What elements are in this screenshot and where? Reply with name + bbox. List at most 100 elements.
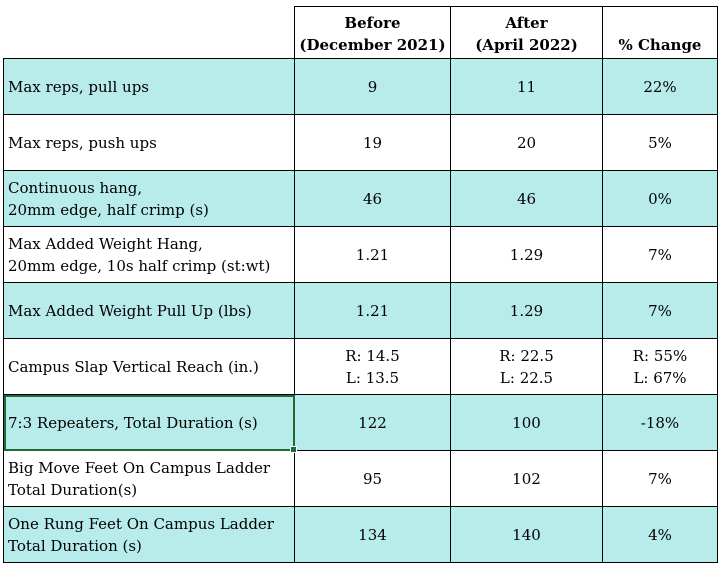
- label-text: Big Move Feet On Campus Ladder: [8, 458, 271, 477]
- change-text: 7%: [648, 469, 672, 488]
- change-cell[interactable]: 4%: [602, 506, 718, 563]
- change-cell[interactable]: 5%: [602, 114, 718, 171]
- after-text: 102: [512, 469, 541, 488]
- header-blank-cell[interactable]: [3, 6, 295, 59]
- before-text: 122: [358, 413, 387, 432]
- label-cell[interactable]: Continuous hang, 20mm edge, half crimp (s…: [3, 170, 295, 227]
- label-text: 20mm edge, half crimp (s): [8, 200, 209, 219]
- change-cell[interactable]: 22%: [602, 58, 718, 115]
- before-cell[interactable]: 95: [294, 450, 451, 507]
- before-text: 9: [367, 77, 378, 96]
- change-text: 22%: [643, 77, 677, 96]
- after-cell[interactable]: R: 22.5 L: 22.5: [450, 338, 603, 395]
- change-text: R: 55%: [632, 346, 688, 365]
- label-text: 20mm edge, 10s half crimp (st:wt): [8, 256, 271, 275]
- label-cell[interactable]: Campus Slap Vertical Reach (in.): [3, 338, 295, 395]
- label-text: One Rung Feet On Campus Ladder: [8, 514, 274, 533]
- change-text: 5%: [648, 133, 672, 152]
- label-cell[interactable]: One Rung Feet On Campus Ladder Total Dura…: [3, 506, 295, 563]
- label-cell[interactable]: Max Added Weight Pull Up (lbs): [3, 282, 295, 339]
- before-text: 1.21: [355, 301, 390, 320]
- after-cell[interactable]: 20: [450, 114, 603, 171]
- before-cell[interactable]: 9: [294, 58, 451, 115]
- before-cell[interactable]: 134: [294, 506, 451, 563]
- header-after-line1: After: [505, 14, 548, 32]
- change-text: 4%: [648, 525, 672, 544]
- before-text: L: 13.5: [345, 368, 400, 387]
- label-cell[interactable]: Max Added Weight Hang, 20mm edge, 10s hal…: [3, 226, 295, 283]
- before-text: R: 14.5: [345, 346, 400, 365]
- change-text: 7%: [648, 301, 672, 320]
- after-text: 46: [516, 189, 537, 208]
- before-text: 134: [358, 525, 387, 544]
- change-cell[interactable]: R: 55% L: 67%: [602, 338, 718, 395]
- table-row: Max Added Weight Pull Up (lbs) 1.21 1.29 7%: [3, 282, 718, 339]
- label-text: Total Duration (s): [8, 536, 142, 555]
- after-cell[interactable]: 100: [450, 394, 603, 451]
- after-cell[interactable]: 102: [450, 450, 603, 507]
- change-text: 0%: [648, 189, 672, 208]
- before-cell[interactable]: 19: [294, 114, 451, 171]
- change-cell[interactable]: 7%: [602, 450, 718, 507]
- header-after-line2: (April 2022): [475, 36, 578, 54]
- change-cell[interactable]: 0%: [602, 170, 718, 227]
- change-text: -18%: [640, 413, 680, 432]
- label-text: Campus Slap Vertical Reach (in.): [8, 357, 259, 376]
- label-cell[interactable]: Max reps, push ups: [3, 114, 295, 171]
- before-cell[interactable]: R: 14.5 L: 13.5: [294, 338, 451, 395]
- before-text: 19: [362, 133, 383, 152]
- label-cell[interactable]: Max reps, pull ups: [3, 58, 295, 115]
- after-cell[interactable]: 1.29: [450, 282, 603, 339]
- after-cell[interactable]: 46: [450, 170, 603, 227]
- after-text: 1.29: [509, 245, 544, 264]
- after-text: 20: [516, 133, 537, 152]
- before-cell[interactable]: 1.21: [294, 226, 451, 283]
- label-text: Max reps, push ups: [8, 133, 157, 152]
- after-cell[interactable]: 11: [450, 58, 603, 115]
- before-cell[interactable]: 122: [294, 394, 451, 451]
- results-table: Before (December 2021) After (April 2022…: [3, 6, 718, 563]
- before-text: 1.21: [355, 245, 390, 264]
- label-text: Max Added Weight Pull Up (lbs): [8, 301, 252, 320]
- header-change-label: % Change: [618, 36, 702, 54]
- header-before[interactable]: Before (December 2021): [294, 6, 451, 59]
- after-text: L: 22.5: [499, 368, 554, 387]
- label-text: 7:3 Repeaters, Total Duration (s): [8, 413, 258, 432]
- after-text: R: 22.5: [499, 346, 554, 365]
- change-text: 7%: [648, 245, 672, 264]
- before-cell[interactable]: 46: [294, 170, 451, 227]
- after-text: 140: [512, 525, 541, 544]
- label-text: Max reps, pull ups: [8, 77, 149, 96]
- change-cell[interactable]: -18%: [602, 394, 718, 451]
- table-row: Big Move Feet On Campus Ladder Total Dura…: [3, 450, 718, 507]
- after-text: 11: [516, 77, 537, 96]
- header-before-line2: (December 2021): [299, 36, 446, 54]
- table-row: Campus Slap Vertical Reach (in.) R: 14.5 L…: [3, 338, 718, 395]
- table-row: Continuous hang, 20mm edge, half crimp (s…: [3, 170, 718, 227]
- header-row: Before (December 2021) After (April 2022…: [3, 6, 718, 59]
- table-row: Max reps, push ups 19 20 5%: [3, 114, 718, 171]
- label-cell[interactable]: Big Move Feet On Campus Ladder Total Dura…: [3, 450, 295, 507]
- table-row: One Rung Feet On Campus Ladder Total Dura…: [3, 506, 718, 563]
- header-after[interactable]: After (April 2022): [450, 6, 603, 59]
- after-cell[interactable]: 1.29: [450, 226, 603, 283]
- table-row: 7:3 Repeaters, Total Duration (s) 122 100 -…: [3, 394, 718, 453]
- label-cell[interactable]: 7:3 Repeaters, Total Duration (s): [3, 394, 297, 453]
- label-text: Continuous hang,: [8, 178, 143, 197]
- label-text: Total Duration(s): [8, 480, 138, 499]
- before-text: 95: [362, 469, 383, 488]
- after-cell[interactable]: 140: [450, 506, 603, 563]
- change-text: L: 67%: [633, 368, 687, 387]
- before-cell[interactable]: 1.21: [294, 282, 451, 339]
- table-row: Max Added Weight Hang, 20mm edge, 10s hal…: [3, 226, 718, 283]
- after-text: 1.29: [509, 301, 544, 320]
- change-cell[interactable]: 7%: [602, 226, 718, 283]
- before-text: 46: [362, 189, 383, 208]
- header-change[interactable]: % Change: [602, 6, 718, 59]
- fill-handle[interactable]: [290, 446, 297, 453]
- change-cell[interactable]: 7%: [602, 282, 718, 339]
- after-text: 100: [512, 413, 541, 432]
- label-text: Max Added Weight Hang,: [8, 234, 203, 253]
- table-row: Max reps, pull ups 9 11 22%: [3, 58, 718, 115]
- header-before-line1: Before: [344, 14, 401, 32]
